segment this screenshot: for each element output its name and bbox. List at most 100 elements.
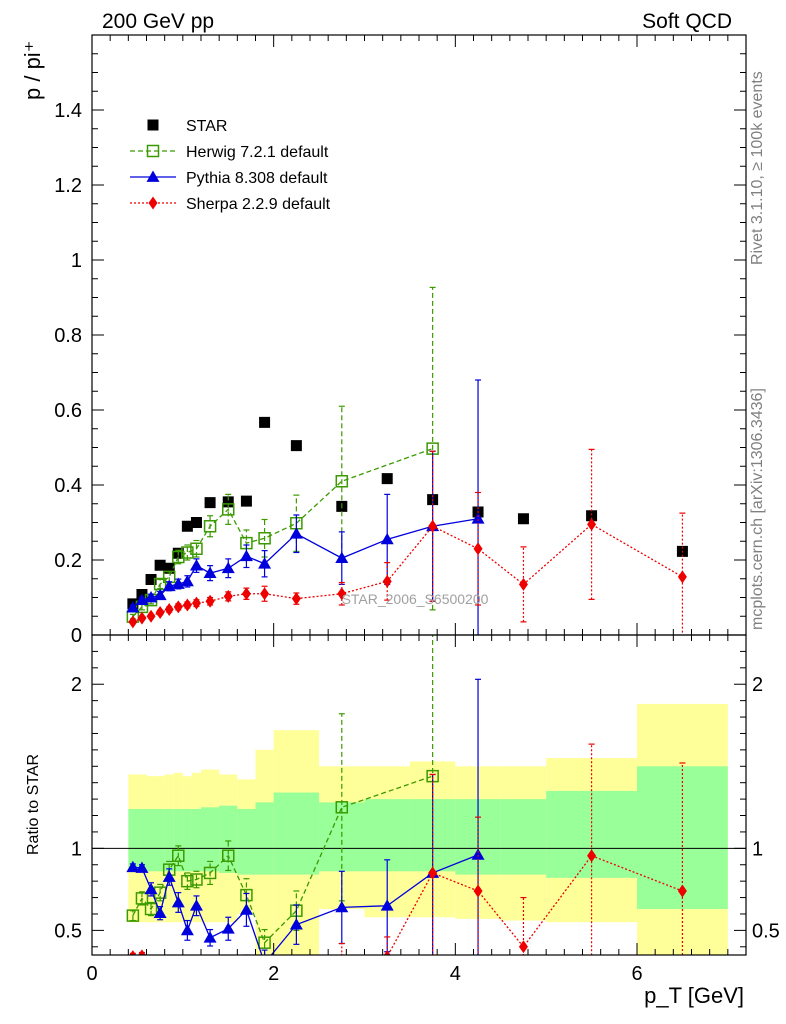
sherpa-main-point <box>473 542 483 556</box>
sherpa-main-point <box>518 577 528 591</box>
header-left-label: 200 GeV pp <box>102 10 214 33</box>
ratio-y-tick-label-right: 1 <box>752 838 763 860</box>
legend-marker-pythia <box>146 170 160 182</box>
sherpa-ratio-point <box>192 960 201 973</box>
star-main-point <box>190 517 202 528</box>
pythia-main-point <box>189 559 203 571</box>
x-tick-label: 6 <box>631 963 642 985</box>
ratio-panel <box>92 635 746 988</box>
pythia-ratio-point <box>203 931 217 943</box>
sherpa-main-point <box>173 600 183 614</box>
sherpa-ratio-point <box>383 950 391 955</box>
pythia-main-point <box>239 549 253 562</box>
ratio-ylabel: Ratio to STAR <box>25 754 42 855</box>
sherpa-main-point <box>291 592 301 606</box>
band-inner-6 <box>201 807 220 872</box>
herwig-ratio-point <box>144 902 158 916</box>
sherpa-main-point <box>382 574 392 588</box>
ratio-y-tick-label: 1 <box>71 838 82 860</box>
sherpa-main-point <box>164 603 174 616</box>
main-y-tick-label: 0.2 <box>54 550 82 572</box>
legend-label-star: STAR <box>186 118 227 135</box>
pythia-main-point <box>203 566 217 578</box>
analysis-watermark: STAR_2006_S6500200 <box>342 591 489 607</box>
band-inner-2 <box>164 808 174 872</box>
pythia-ratio-point <box>335 900 349 913</box>
herwig-ratio-point <box>335 801 349 814</box>
herwig-ratio-point <box>126 909 140 922</box>
herwig-ratio-point <box>135 892 149 905</box>
pythia-ratio-point <box>162 870 176 882</box>
main-y-tick-label: 0.4 <box>54 475 82 497</box>
star-main-point <box>240 495 252 507</box>
herwig-main-point <box>335 475 349 488</box>
pythia-main-point <box>471 512 485 524</box>
band-inner-3 <box>173 808 183 872</box>
x-tick-label: 0 <box>86 963 97 985</box>
pythia-ratio-point <box>144 882 158 895</box>
pythia-main-point <box>126 601 140 613</box>
sherpa-ratio-point <box>174 957 183 970</box>
herwig-ratio-point <box>203 866 217 880</box>
pythia-ratio-point <box>135 861 149 873</box>
sherpa-ratio-point <box>129 950 137 955</box>
star-main-point <box>163 562 175 574</box>
star-main-point <box>381 473 393 485</box>
herwig-ratio-point <box>190 873 203 886</box>
legend-marker-herwig <box>146 144 160 158</box>
star-main-point <box>586 510 598 522</box>
mcplots-source-label: mcplots.cern.ch [arXiv:1306.3436] <box>749 388 766 630</box>
ratio-y-tick-label: 0.5 <box>54 920 82 942</box>
herwig-ratio-point <box>258 936 271 949</box>
herwig-ratio-point <box>222 849 235 862</box>
x-tick-label: 2 <box>268 963 279 985</box>
pythia-main-point <box>289 527 303 539</box>
sherpa-main-point <box>205 594 215 608</box>
herwig-ratio-point <box>172 849 185 862</box>
sherpa-main-point <box>677 570 687 584</box>
sherpa-ratio-point <box>242 955 251 968</box>
sherpa-ratio-point <box>292 975 301 988</box>
sherpa-ratio-point <box>147 957 156 970</box>
band-inner-0 <box>128 808 147 872</box>
sherpa-ratio-point <box>156 960 165 973</box>
band-inner-4 <box>182 808 192 872</box>
sherpa-ratio-point <box>518 940 528 954</box>
pythia-main-point <box>380 532 394 545</box>
pythia-ratio-point <box>171 895 185 908</box>
sherpa-main-point <box>155 606 165 619</box>
legend-marker-sherpa <box>148 196 158 210</box>
herwig-main-point <box>222 503 235 516</box>
sherpa-ratio-point <box>224 958 233 971</box>
main-y-tick-label: 0 <box>71 625 82 647</box>
ratio-y-tick-label-right: 0.5 <box>752 920 780 942</box>
sherpa-ratio-point <box>473 884 483 898</box>
herwig-main-point <box>190 542 203 555</box>
sherpa-ratio-point <box>138 949 146 955</box>
legend-label-herwig: Herwig 7.2.1 default <box>186 144 329 161</box>
herwig-main-point <box>258 532 271 545</box>
herwig-main-point <box>203 520 217 533</box>
star-main-point <box>145 574 157 585</box>
x-tick-label: 4 <box>450 963 461 985</box>
pythia-ratio-point <box>471 848 485 860</box>
star-main-point <box>517 513 529 525</box>
herwig-main-point <box>172 550 185 564</box>
star-main-point <box>290 440 302 452</box>
band-inner-10 <box>273 792 320 875</box>
star-main-point <box>204 497 216 509</box>
pythia-ratio-point <box>239 903 253 915</box>
pythia-main-point <box>258 557 272 569</box>
band-inner-7 <box>219 805 238 873</box>
sherpa-ratio-point <box>165 958 174 971</box>
ratio-y-tick-label-right: 2 <box>752 674 763 696</box>
legend-label-sherpa: Sherpa 2.2.9 default <box>186 196 331 213</box>
xlabel: p_T [GeV] <box>644 983 744 1008</box>
sherpa-ratio-point <box>183 960 192 973</box>
rivet-version-label: Rivet 3.1.10, ≥ 100k events <box>749 71 766 265</box>
header-right-label: Soft QCD <box>642 10 732 33</box>
herwig-main-point <box>181 546 194 559</box>
sherpa-main-point <box>223 589 233 603</box>
sherpa-main-point <box>182 598 192 612</box>
pythia-ratio-point <box>153 906 167 919</box>
